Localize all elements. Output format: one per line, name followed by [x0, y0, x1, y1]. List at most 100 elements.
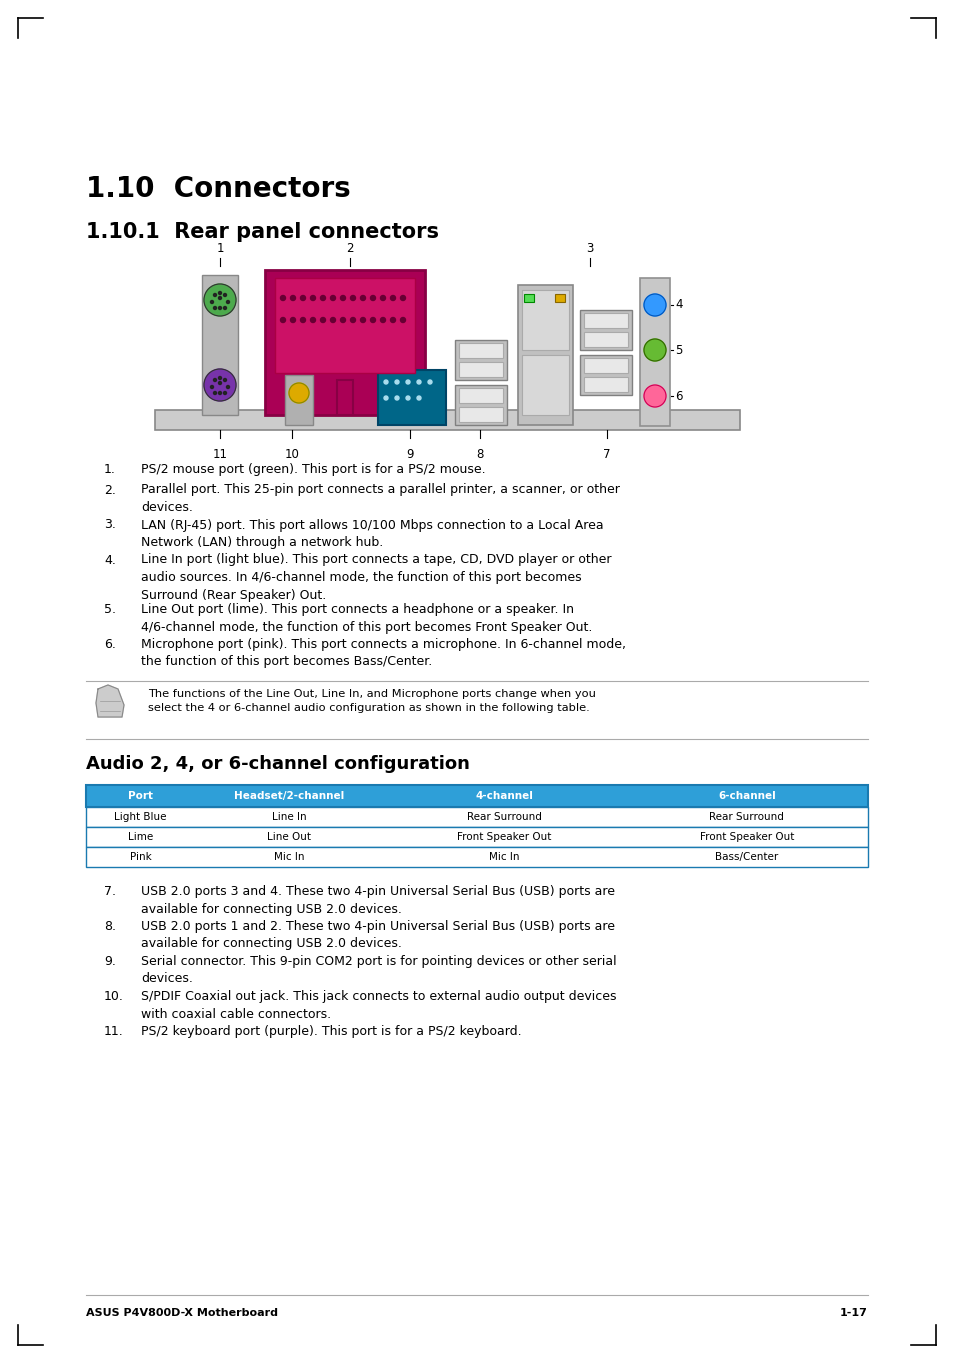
Circle shape — [218, 292, 221, 294]
Text: 9.: 9. — [104, 955, 115, 968]
Text: 9: 9 — [406, 448, 414, 461]
Circle shape — [643, 294, 665, 316]
Text: Front Speaker Out: Front Speaker Out — [699, 831, 793, 842]
Circle shape — [395, 380, 398, 384]
Circle shape — [416, 380, 420, 384]
Circle shape — [320, 296, 325, 300]
Text: Line Out port (lime). This port connects a headphone or a speaker. In
4/6-channe: Line Out port (lime). This port connects… — [141, 602, 592, 634]
Circle shape — [384, 397, 388, 399]
Circle shape — [213, 307, 216, 309]
Text: 8.: 8. — [104, 920, 116, 934]
FancyBboxPatch shape — [579, 309, 631, 350]
FancyBboxPatch shape — [86, 846, 867, 867]
Text: 7: 7 — [602, 448, 610, 461]
Circle shape — [380, 318, 385, 323]
Circle shape — [280, 318, 285, 323]
Circle shape — [218, 297, 221, 300]
FancyBboxPatch shape — [583, 313, 627, 328]
Circle shape — [330, 296, 335, 300]
Circle shape — [390, 296, 395, 300]
Text: Microphone port (pink). This port connects a microphone. In 6-channel mode,
the : Microphone port (pink). This port connec… — [141, 638, 625, 668]
Circle shape — [310, 318, 315, 323]
Text: 1.10.1  Rear panel connectors: 1.10.1 Rear panel connectors — [86, 222, 438, 243]
Circle shape — [218, 382, 221, 384]
FancyBboxPatch shape — [285, 375, 313, 425]
Circle shape — [390, 318, 395, 323]
FancyBboxPatch shape — [274, 278, 415, 373]
Circle shape — [350, 318, 355, 323]
Text: ASUS P4V800D-X Motherboard: ASUS P4V800D-X Motherboard — [86, 1308, 277, 1318]
Text: Front Speaker Out: Front Speaker Out — [456, 831, 551, 842]
Text: 1.10  Connectors: 1.10 Connectors — [86, 174, 351, 203]
Text: 6: 6 — [675, 390, 681, 402]
FancyBboxPatch shape — [377, 369, 446, 425]
Text: Bass/Center: Bass/Center — [715, 852, 778, 861]
Circle shape — [291, 296, 295, 300]
Text: 3.: 3. — [104, 518, 115, 532]
Circle shape — [330, 318, 335, 323]
Text: PS/2 keyboard port (purple). This port is for a PS/2 keyboard.: PS/2 keyboard port (purple). This port i… — [141, 1025, 521, 1039]
Circle shape — [280, 296, 285, 300]
Text: Rear Surround: Rear Surround — [466, 812, 541, 822]
Circle shape — [211, 300, 213, 304]
FancyBboxPatch shape — [583, 333, 627, 348]
Circle shape — [370, 318, 375, 323]
Circle shape — [384, 380, 388, 384]
Text: LAN (RJ-45) port. This port allows 10/100 Mbps connection to a Local Area
Networ: LAN (RJ-45) port. This port allows 10/10… — [141, 518, 603, 549]
FancyBboxPatch shape — [202, 275, 237, 414]
Circle shape — [204, 369, 235, 401]
FancyBboxPatch shape — [458, 408, 502, 423]
Circle shape — [416, 397, 420, 399]
Circle shape — [213, 293, 216, 297]
Text: 6.: 6. — [104, 638, 115, 652]
Text: 4: 4 — [675, 298, 681, 312]
FancyBboxPatch shape — [521, 354, 568, 414]
FancyBboxPatch shape — [521, 290, 568, 350]
Text: S/PDIF Coaxial out jack. This jack connects to external audio output devices
wit: S/PDIF Coaxial out jack. This jack conne… — [141, 990, 616, 1021]
Circle shape — [289, 383, 309, 403]
FancyBboxPatch shape — [86, 827, 867, 846]
Circle shape — [360, 296, 365, 300]
Circle shape — [218, 307, 221, 309]
Circle shape — [204, 284, 235, 316]
Polygon shape — [96, 686, 124, 717]
Circle shape — [400, 296, 405, 300]
Text: Lime: Lime — [128, 831, 153, 842]
Text: USB 2.0 ports 1 and 2. These two 4-pin Universal Serial Bus (USB) ports are
avai: USB 2.0 ports 1 and 2. These two 4-pin U… — [141, 920, 615, 950]
Circle shape — [300, 318, 305, 323]
Circle shape — [218, 391, 221, 394]
Circle shape — [643, 339, 665, 361]
Text: 2: 2 — [346, 243, 354, 255]
Text: Light Blue: Light Blue — [114, 812, 167, 822]
Text: 5.: 5. — [104, 602, 116, 616]
Circle shape — [360, 318, 365, 323]
Text: 4.: 4. — [104, 553, 115, 567]
Text: 5: 5 — [675, 343, 681, 357]
FancyBboxPatch shape — [555, 294, 564, 303]
Text: 3: 3 — [586, 243, 593, 255]
Text: 1-17: 1-17 — [840, 1308, 867, 1318]
Text: 11: 11 — [213, 448, 227, 461]
Circle shape — [643, 384, 665, 408]
Text: Mic In: Mic In — [274, 852, 304, 861]
Text: Line Out: Line Out — [267, 831, 311, 842]
Text: Headset/2-channel: Headset/2-channel — [233, 791, 344, 801]
Text: 4-channel: 4-channel — [475, 791, 533, 801]
Text: 8: 8 — [476, 448, 483, 461]
Text: 10.: 10. — [104, 990, 124, 1003]
Text: 7.: 7. — [104, 885, 116, 898]
FancyBboxPatch shape — [517, 285, 573, 425]
Circle shape — [300, 296, 305, 300]
FancyBboxPatch shape — [639, 278, 669, 427]
Circle shape — [310, 296, 315, 300]
Text: 10: 10 — [284, 448, 299, 461]
Circle shape — [340, 296, 345, 300]
Text: USB 2.0 ports 3 and 4. These two 4-pin Universal Serial Bus (USB) ports are
avai: USB 2.0 ports 3 and 4. These two 4-pin U… — [141, 885, 615, 916]
Text: PS/2 mouse port (green). This port is for a PS/2 mouse.: PS/2 mouse port (green). This port is fo… — [141, 463, 485, 476]
FancyBboxPatch shape — [458, 388, 502, 403]
FancyBboxPatch shape — [336, 380, 353, 414]
Circle shape — [223, 379, 226, 382]
Text: 1.: 1. — [104, 463, 115, 476]
Circle shape — [213, 391, 216, 394]
Circle shape — [223, 391, 226, 394]
